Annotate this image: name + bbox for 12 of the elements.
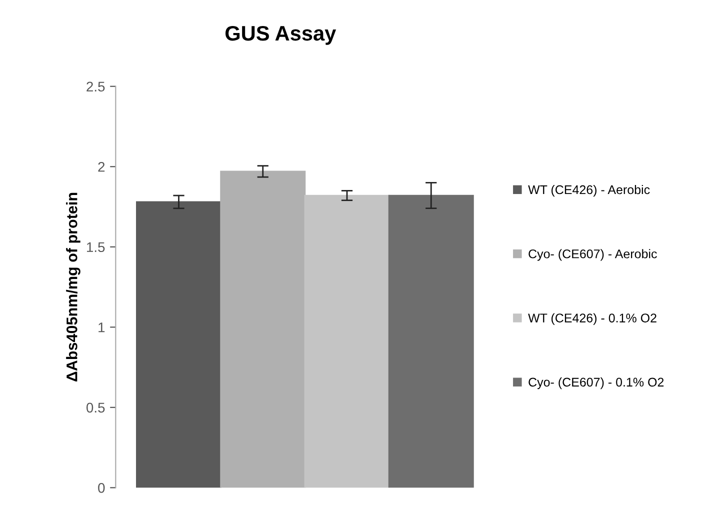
y-tick-label: 0 <box>98 483 105 493</box>
y-tick-label: 0.5 <box>86 402 105 413</box>
y-tick-label: 2.5 <box>86 82 105 92</box>
chart-title: GUS Assay <box>225 26 336 45</box>
y-tick-label: 1.5 <box>87 242 105 252</box>
legend-label: WT (CE426) - Aerobic <box>528 184 650 197</box>
legend-label: Cyo- (CE607) - Aerobic <box>528 249 657 261</box>
y-tick-label: 1 <box>98 322 105 332</box>
legend-label: WT (CE426) - 0.1% O2 <box>528 313 656 325</box>
legend-label: Cyo- (CE607) - 0.1% O2 <box>528 377 664 390</box>
y-tick-label: 2 <box>98 162 105 172</box>
y-axis-title: ΔAbs405nm/mg of protein <box>66 192 80 382</box>
